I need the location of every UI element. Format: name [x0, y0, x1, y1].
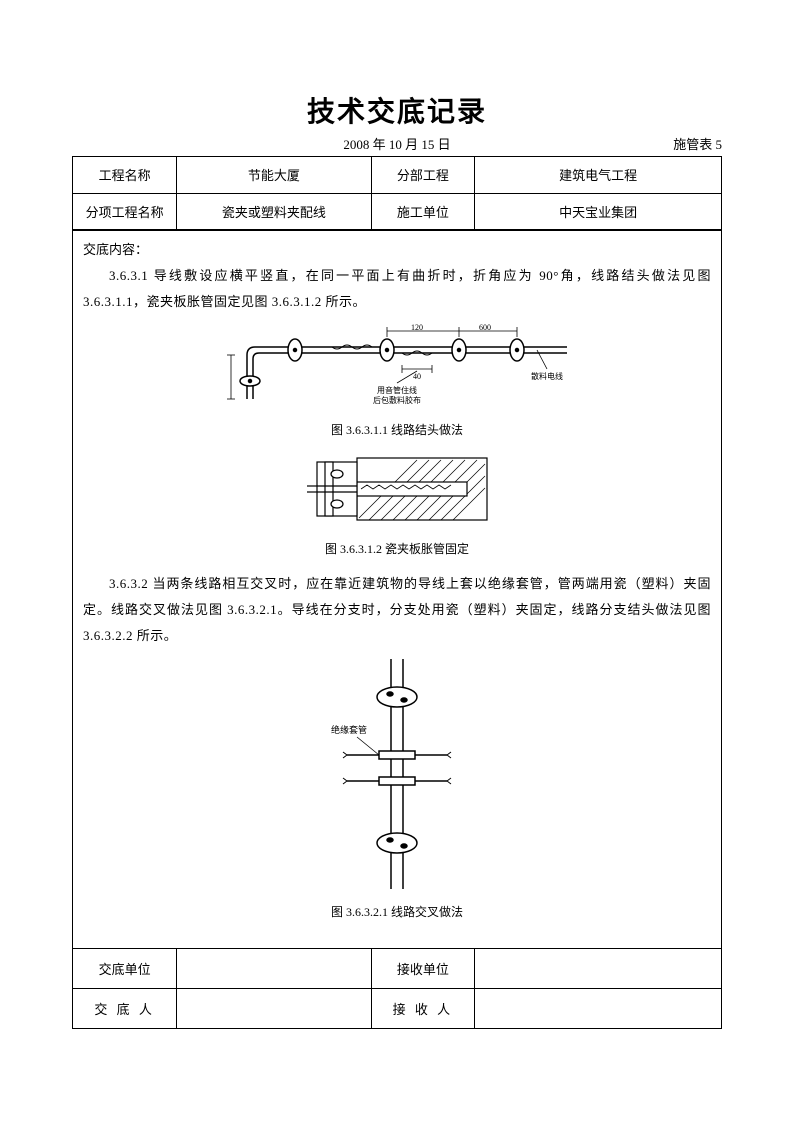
ftr-deliver-unit-label: 交底单位	[73, 948, 177, 988]
figure-1-caption: 图 3.6.3.1.1 线路结头做法	[83, 418, 711, 442]
header-table: 工程名称 节能大厦 分部工程 建筑电气工程 分项工程名称 瓷夹或塑料夹配线 施工…	[73, 157, 721, 230]
hdr-contractor-label: 施工单位	[371, 193, 475, 229]
hdr-subitem-label: 分项工程名称	[73, 193, 177, 229]
ftr-deliver-unit-value	[177, 948, 371, 988]
ftr-receive-person-label: 接 收 人	[371, 988, 475, 1028]
ftr-receive-unit-label: 接收单位	[371, 948, 475, 988]
fig1-note2: 散料电线	[531, 371, 563, 381]
fig3-note: 绝缘套管	[331, 724, 367, 735]
fig1-dim-120: 120	[411, 323, 423, 332]
figure-3: 绝缘套管	[83, 659, 711, 898]
hdr-division-label: 分部工程	[371, 157, 475, 193]
hdr-contractor-value: 中天宝业集团	[475, 193, 721, 229]
figure-1-svg: 120 600 40 用音管住线 后包敷料胶布 散料电线	[217, 321, 577, 407]
ftr-receive-unit-value	[475, 948, 721, 988]
page-title: 技术交底记录	[72, 90, 722, 130]
content-label: 交底内容：	[83, 237, 711, 263]
date: 2008 年 10 月 15 日	[343, 134, 450, 153]
footer-table: 交底单位 接收单位 交 底 人 接 收 人	[73, 948, 721, 1029]
ftr-receive-person-value	[475, 988, 721, 1028]
form-outer: 工程名称 节能大厦 分部工程 建筑电气工程 分项工程名称 瓷夹或塑料夹配线 施工…	[72, 156, 722, 1029]
figure-3-caption: 图 3.6.3.2.1 线路交叉做法	[83, 900, 711, 924]
date-row: 2008 年 10 月 15 日 施管表 5	[72, 134, 722, 154]
ftr-deliver-person-value	[177, 988, 371, 1028]
hdr-project-name-label: 工程名称	[73, 157, 177, 193]
figure-2-svg	[297, 452, 497, 526]
paragraph-2: 3.6.3.2 当两条线路相互交叉时，应在靠近建筑物的导线上套以绝缘套管，管两端…	[83, 571, 711, 649]
hdr-subitem-value: 瓷夹或塑料夹配线	[177, 193, 371, 229]
figure-2	[83, 452, 711, 535]
fig1-dim-600: 600	[479, 323, 491, 332]
hdr-division-value: 建筑电气工程	[475, 157, 721, 193]
content-area: 交底内容： 3.6.3.1 导线敷设应横平竖直，在同一平面上有曲折时，折角应为 …	[73, 230, 721, 948]
fig1-note1: 用音管住线	[377, 385, 417, 395]
figure-1: 120 600 40 用音管住线 后包敷料胶布 散料电线	[83, 321, 711, 416]
figure-3-svg: 绝缘套管	[307, 659, 487, 889]
fig1-dim-40: 40	[413, 372, 421, 381]
ftr-deliver-person-label: 交 底 人	[73, 988, 177, 1028]
fig1-note1b: 后包敷料胶布	[373, 395, 421, 405]
paragraph-1: 3.6.3.1 导线敷设应横平竖直，在同一平面上有曲折时，折角应为 90°角，线…	[83, 263, 711, 315]
figure-2-caption: 图 3.6.3.1.2 瓷夹板胀管固定	[83, 537, 711, 561]
form-number: 施管表 5	[673, 134, 722, 153]
hdr-project-name-value: 节能大厦	[177, 157, 371, 193]
